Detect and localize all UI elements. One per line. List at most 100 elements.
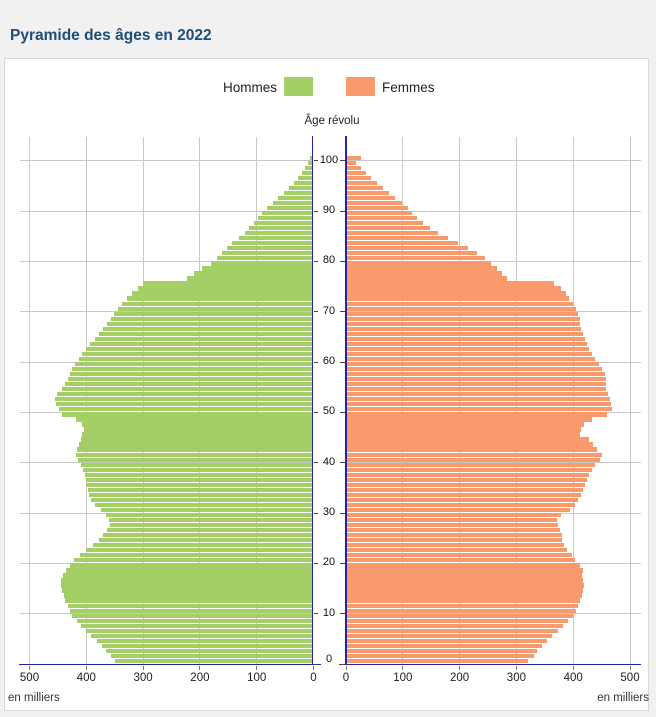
bar-hommes-age-10 [69,608,313,613]
bar-hommes-age-24 [98,538,313,543]
bar-femmes-age-8 [345,618,569,623]
bar-femmes-age-91 [345,200,402,206]
bar-hommes-age-66 [103,326,313,331]
bar-hommes-age-74 [138,286,313,291]
gridline-age-90 [345,210,641,212]
bar-femmes-age-68 [345,316,580,321]
bar-hommes-age-64 [94,336,313,342]
bar-femmes-age-70 [345,306,577,311]
value-tick-100 [402,665,404,670]
bar-femmes-age-89 [345,210,412,216]
value-tick-label-100: 100 [247,671,267,684]
age-tick-10 [313,613,318,615]
bar-hommes-age-90 [266,205,313,211]
bar-femmes-age-52 [345,397,611,402]
bar-hommes-age-88 [258,215,313,221]
bar-hommes-age-67 [107,321,313,326]
bar-femmes-age-60 [345,356,596,362]
bar-hommes-age-12 [65,598,313,603]
bar-femmes-age-62 [345,346,590,352]
age-tick-label-40: 40 [322,455,336,468]
bar-hommes-age-9 [72,613,313,618]
bar-hommes-age-55 [64,382,313,387]
age-tick-label-50: 50 [322,405,336,418]
gridline-age-100 [345,160,641,162]
bar-femmes-age-56 [345,377,606,382]
bar-hommes-age-47 [81,422,313,427]
bar-hommes-age-48 [75,417,313,422]
bar-femmes-age-53 [345,392,608,397]
bar-femmes-age-28 [345,517,557,523]
bar-femmes-age-69 [345,311,578,316]
age-tick-label-70: 70 [322,304,336,317]
bar-hommes-age-72 [126,296,313,301]
unit-label-left: en milliers [8,692,60,704]
bar-hommes-age-93 [284,190,313,196]
value-tick-0 [345,665,347,670]
bar-hommes-age-100 [309,155,313,160]
bar-femmes-age-58 [345,366,603,372]
age-tick-label-30: 30 [322,506,336,518]
gridline-age-100 [20,160,313,162]
bar-hommes-age-78 [202,266,313,271]
bar-hommes-age-50 [58,407,313,412]
gridline-age-80 [345,260,641,262]
bar-hommes-age-77 [194,271,313,276]
bar-hommes-age-92 [278,195,313,201]
bar-hommes-age-84 [239,236,313,241]
age-tick-100 [313,160,318,162]
bar-femmes-age-7 [345,623,564,628]
bar-hommes-age-44 [80,437,313,442]
bar-hommes-age-8 [76,618,313,623]
bar-hommes-age-98 [305,165,313,170]
value-tick-label-300: 300 [133,671,153,684]
bar-hommes-age-4 [96,638,313,644]
bar-femmes-age-14 [345,588,584,593]
bar-femmes-age-79 [345,261,491,266]
value-tick-200 [459,665,461,670]
bar-femmes-age-59 [345,361,599,367]
bar-hommes-age-7 [80,623,313,628]
x-axis-line-left [19,663,321,666]
value-tick-label-0: 0 [342,671,350,684]
value-tick-400 [572,665,574,670]
bar-femmes-age-13 [345,593,582,598]
bar-hommes-age-70 [118,306,313,311]
gridline-age-90 [20,210,313,212]
bar-hommes-age-23 [93,543,313,548]
bar-femmes-age-71 [345,301,573,306]
value-tick-label-400: 400 [563,671,583,684]
age-axis-title: Âge révolu [304,115,360,127]
bar-hommes-age-87 [253,220,313,226]
bar-femmes-age-99 [345,160,357,165]
bar-femmes-age-2 [345,648,538,654]
bar-hommes-age-79 [210,261,313,266]
age-tick-70 [313,311,318,313]
bar-femmes-age-94 [345,185,383,191]
bar-femmes-age-76 [345,276,508,281]
bar-hommes-age-30 [100,507,313,513]
bar-hommes-age-5 [90,633,313,638]
bar-hommes-age-15 [60,583,313,588]
bar-femmes-age-4 [345,638,547,644]
bar-femmes-age-11 [345,603,578,608]
bar-hommes-age-75 [143,281,313,286]
bar-hommes-age-1 [110,653,313,659]
bar-femmes-age-42 [345,447,598,452]
bar-femmes-age-61 [345,351,592,357]
bar-femmes-age-96 [345,175,372,180]
bar-hommes-age-86 [249,226,313,231]
bar-femmes-age-44 [345,437,589,442]
bar-femmes-age-5 [345,633,553,638]
legend-femmes-swatch [346,77,375,96]
bar-femmes-age-72 [345,296,570,301]
value-tick-300 [142,665,144,670]
bar-hommes-age-81 [221,251,313,256]
age-tick-100 [340,160,345,162]
age-tick-0 [313,663,318,665]
bar-hommes-age-94 [289,185,313,191]
bar-femmes-age-17 [345,573,583,578]
bar-hommes-age-43 [78,442,313,447]
bar-femmes-age-97 [345,170,366,175]
